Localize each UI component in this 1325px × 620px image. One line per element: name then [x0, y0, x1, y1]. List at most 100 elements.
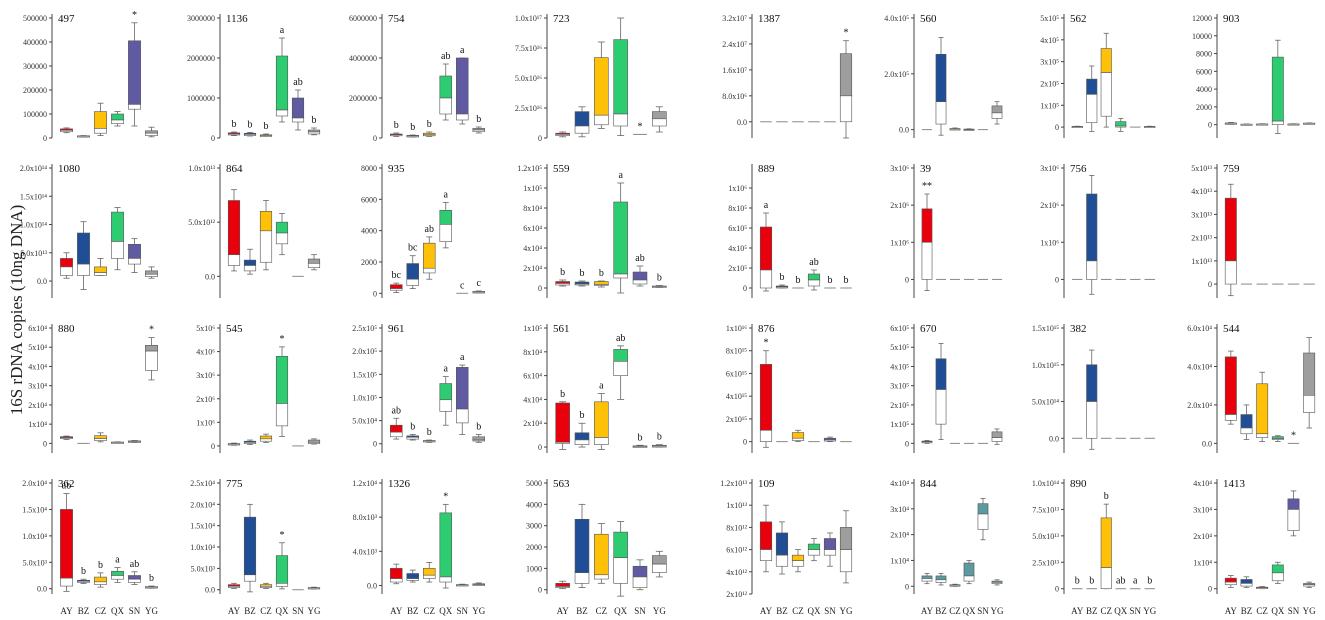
y-tick-label: 5.0x10³	[23, 558, 48, 567]
panel-id-label: 903	[1223, 13, 1240, 25]
y-tick-label: 1.2x10¹³	[720, 479, 747, 488]
panel-880: 0 1x10⁴ 2x10⁴ 3x10⁴ 4x10⁴ 5x10⁴ 6x10⁴ 880 *	[28, 323, 158, 453]
significance-letter: *	[443, 491, 448, 502]
box-lower-YG	[1303, 123, 1316, 125]
box-upper-BZ	[574, 432, 590, 441]
y-tick-label: 2000	[526, 543, 542, 552]
box-lower-BZ	[935, 389, 947, 425]
significance-letter: **	[922, 181, 932, 192]
significance-letter: b	[149, 573, 154, 584]
box-lower-QX	[1271, 120, 1284, 125]
panel-id-label: 1136	[226, 13, 248, 25]
box-lower-QX	[111, 575, 124, 580]
panel-id-label: 362	[58, 478, 75, 490]
box-lower-YG	[472, 129, 485, 132]
panel-756: 0 1x10⁶ 2x10⁶ 3x10⁶ 756	[1040, 163, 1155, 298]
box-lower-CZ	[594, 114, 609, 126]
box-upper-AY	[759, 364, 773, 431]
significance-letter: b	[410, 122, 415, 133]
y-tick-label: 1.0x10¹⁴	[1032, 479, 1059, 488]
box-upper-QX	[1271, 564, 1284, 574]
box-lower-CZ	[423, 267, 436, 274]
y-tick-label: 5x10⁴	[28, 343, 47, 352]
box-lower-QX	[613, 557, 628, 584]
panel-id-label: 890	[1070, 478, 1087, 490]
box-upper-QX	[275, 555, 289, 584]
significance-letter: a	[280, 25, 285, 36]
box-lower-CZ	[1256, 433, 1269, 438]
box-lower-YG	[839, 549, 853, 573]
box-lower-CZ	[423, 440, 436, 443]
box-upper-CZ	[1100, 48, 1112, 73]
box-lower-AY	[1224, 581, 1237, 586]
y-tick-label: 5000	[526, 479, 542, 488]
y-tick-label: 1x10¹³	[1191, 257, 1212, 266]
box-upper-QX	[613, 201, 628, 275]
box-upper-YG	[652, 555, 667, 565]
box-lower-YG	[1303, 395, 1316, 413]
significance-letter: a	[599, 380, 604, 391]
panel-id-label: 1387	[758, 13, 781, 25]
y-tick-label: 3x10⁴	[890, 505, 909, 514]
x-category-label: QX	[614, 606, 627, 616]
y-tick-label: 0	[211, 134, 215, 143]
box-lower-AY	[60, 130, 73, 133]
significance-letter: ab	[616, 333, 625, 344]
y-tick-label: 2000	[1196, 103, 1212, 112]
y-tick-label: 4000	[1196, 85, 1212, 94]
y-tick-label: 2x10⁴	[1193, 532, 1212, 541]
box-lower-CZ	[94, 272, 107, 276]
box-lower-AY	[390, 578, 403, 583]
y-tick-label: 0	[1055, 123, 1059, 132]
box-lower-YG	[307, 587, 321, 590]
box-lower-BZ	[1240, 427, 1253, 435]
y-tick-label: 200000	[23, 86, 47, 95]
panel-id-label: 670	[920, 323, 937, 335]
significance-letter: b	[232, 119, 237, 130]
box-lower-AY	[60, 437, 73, 439]
box-lower-BZ	[574, 125, 590, 134]
panel-id-label: 544	[1223, 323, 1240, 335]
box-upper-CZ	[259, 211, 273, 232]
box-upper-SN	[823, 538, 837, 550]
box-lower-CZ	[1100, 72, 1112, 117]
box-upper-YG	[145, 270, 158, 275]
significance-letter: b	[98, 560, 103, 571]
box-upper-BZ	[574, 111, 590, 127]
box-lower-QX	[275, 583, 289, 587]
box-lower-QX	[275, 109, 289, 117]
significance-letter: *	[280, 334, 285, 345]
box-upper-SN	[128, 244, 141, 259]
panel-id-label: 1080	[58, 163, 81, 175]
box-lower-AY	[60, 577, 73, 587]
y-tick-label: 1.2x10⁴	[352, 479, 377, 488]
y-tick-label: 6x10¹²	[726, 546, 747, 555]
box-lower-CZ	[791, 437, 805, 441]
box-lower-SN	[823, 439, 837, 442]
box-upper-QX	[613, 531, 628, 559]
significance-letter: a	[460, 45, 465, 56]
box-lower-AY	[555, 134, 570, 136]
y-tick-label: 3x10⁴	[1193, 505, 1212, 514]
x-category-label: QX	[808, 606, 821, 616]
box-lower-YG	[652, 118, 667, 127]
x-category-label: QX	[963, 606, 976, 616]
box-lower-BZ	[574, 572, 590, 584]
box-lower-YG	[1303, 584, 1316, 587]
panel-544: 0.0 2.0x10⁴ 4.0x10⁴ 6.0x10⁴ 544 *	[1187, 323, 1316, 453]
box-lower-QX	[275, 403, 289, 427]
box-lower-AY	[1071, 126, 1083, 128]
significance-letter: b	[81, 566, 86, 577]
y-tick-label: 8000	[1196, 50, 1212, 59]
significance-letter: *	[638, 121, 643, 132]
x-category-label: QX	[111, 606, 124, 616]
box-upper-QX	[439, 383, 452, 401]
box-lower-YG	[839, 95, 853, 123]
significance-letter: b	[248, 119, 253, 130]
x-category-label: SN	[977, 606, 989, 616]
box-upper-AY	[555, 402, 570, 443]
box-lower-BZ	[1086, 260, 1098, 280]
significance-letter: ab	[441, 51, 450, 62]
box-lower-CZ	[949, 128, 961, 131]
